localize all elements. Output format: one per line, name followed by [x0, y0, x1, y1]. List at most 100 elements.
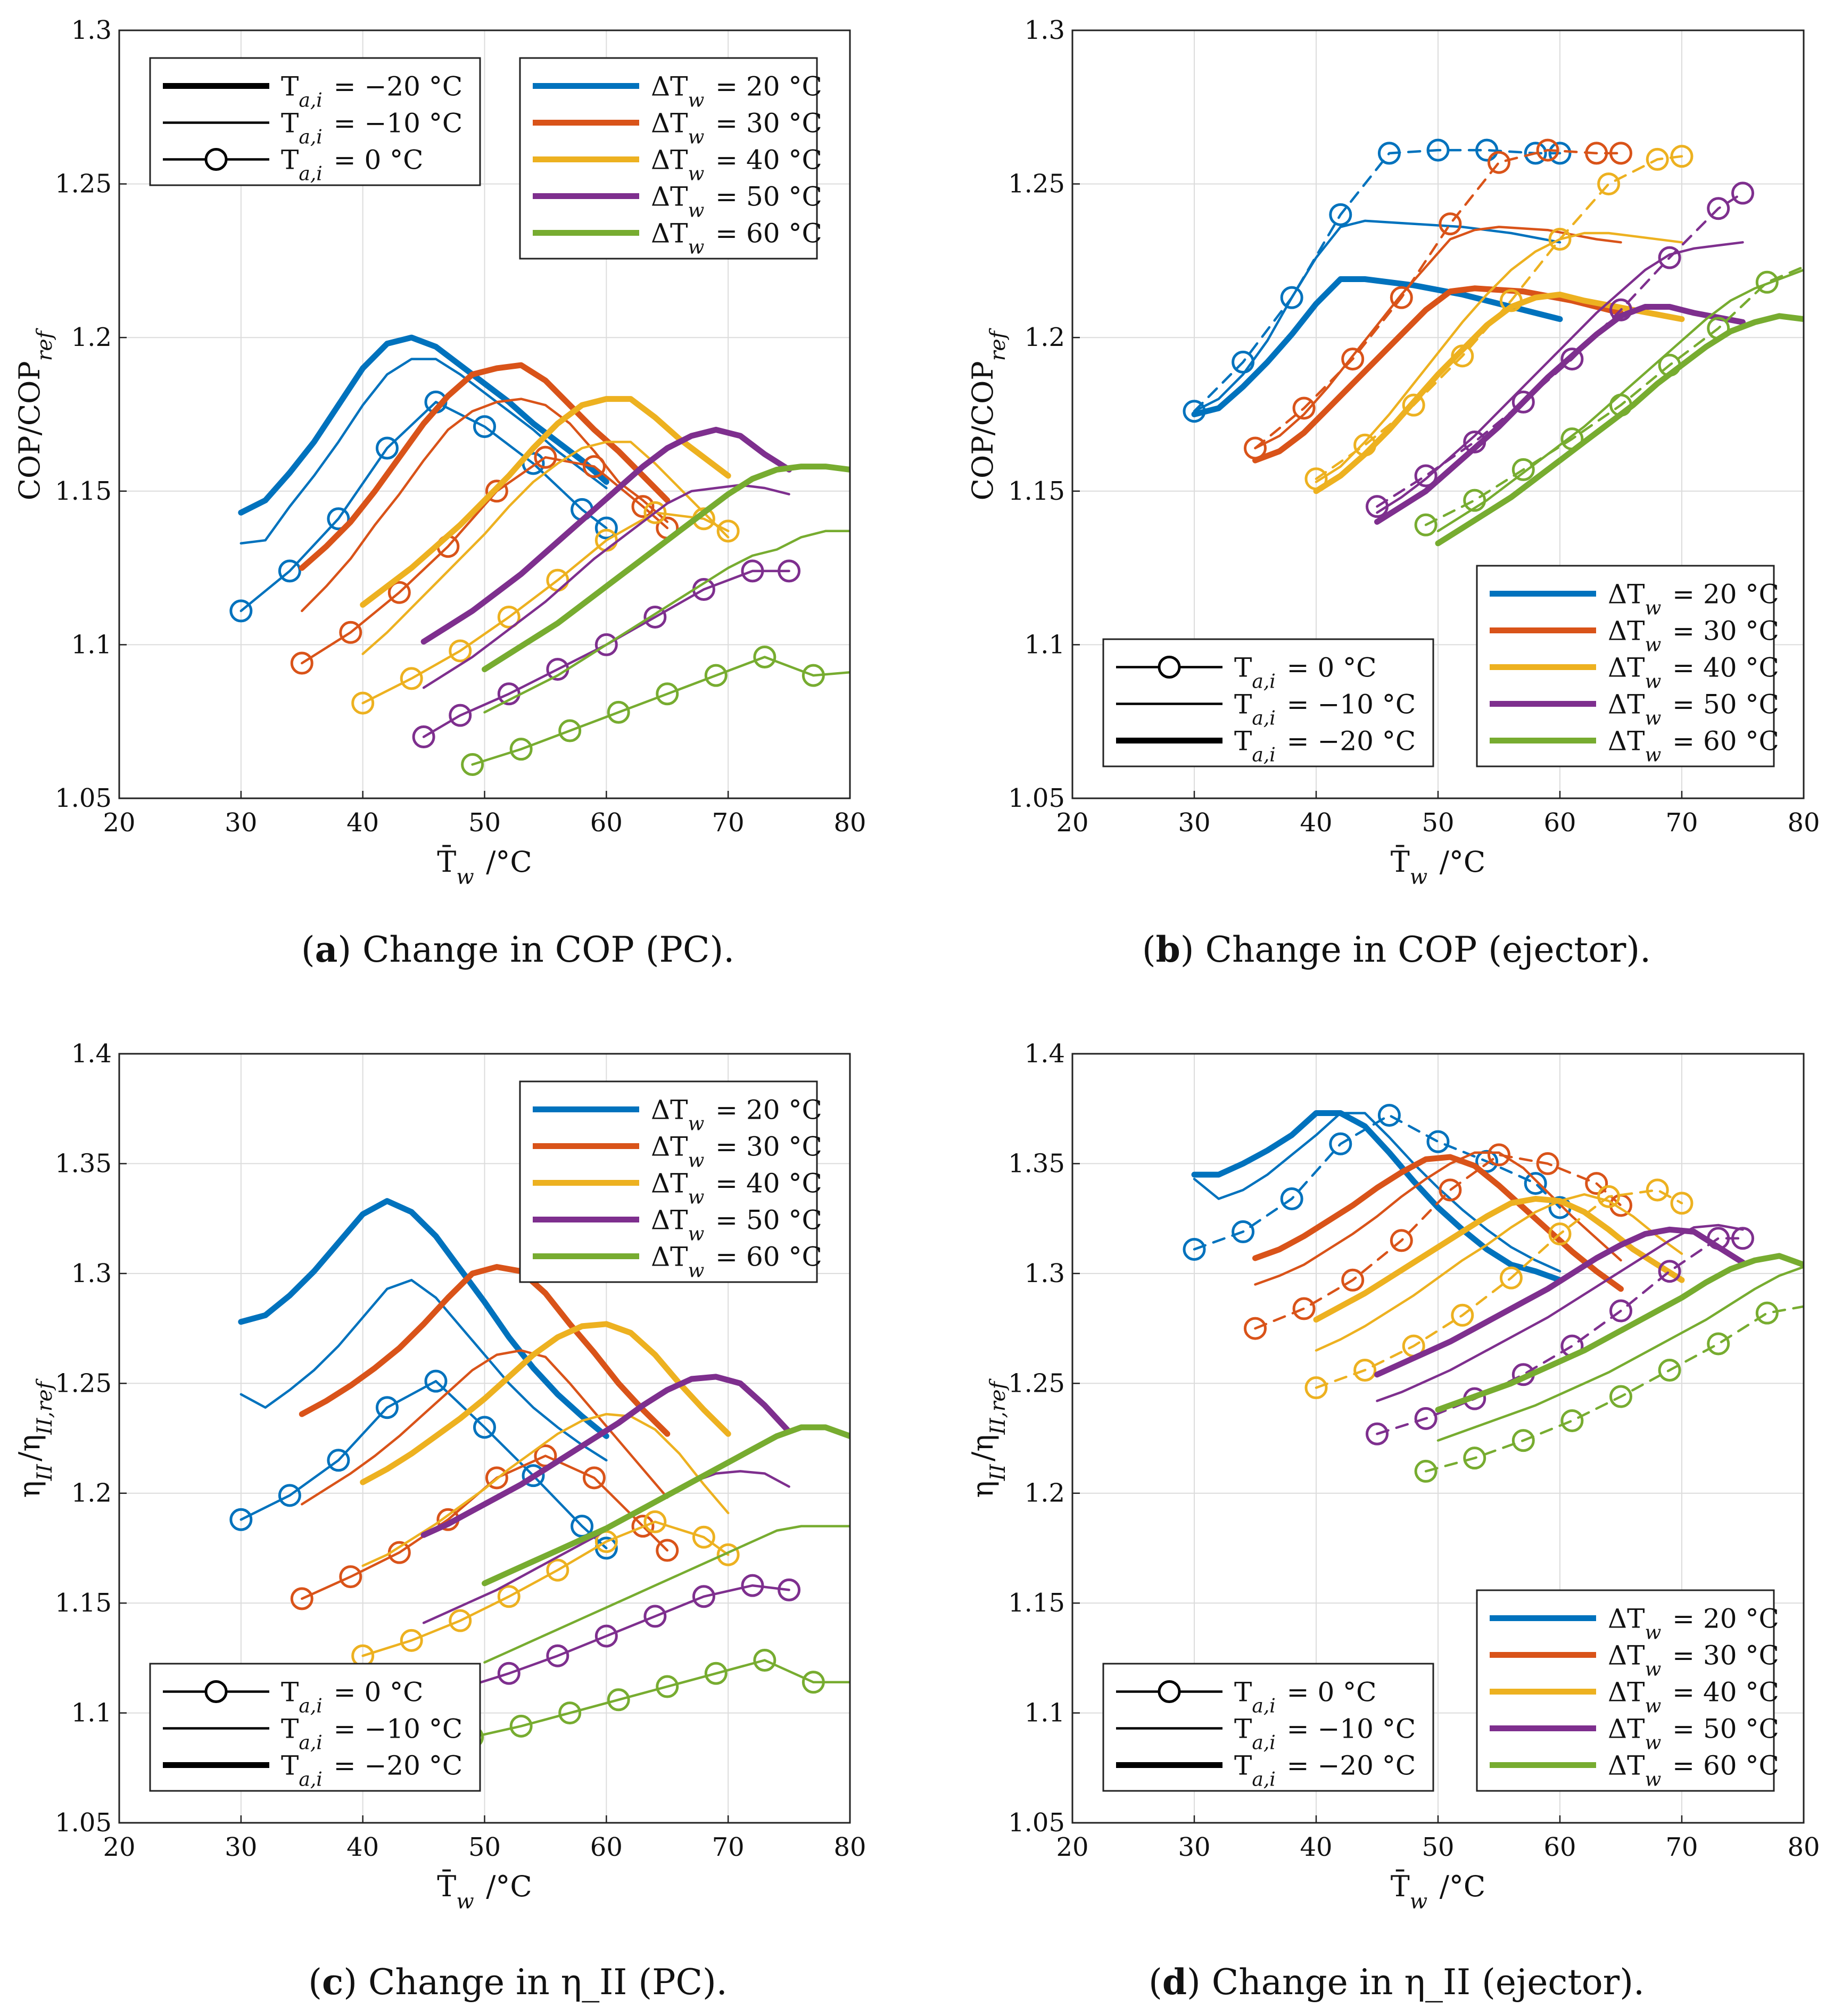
legend-label: Ta,i = −20 °C — [281, 1750, 462, 1791]
caption-a: (a) Change in COP (PC). — [301, 929, 735, 970]
legend-label: Ta,i = 0 °C — [281, 1677, 423, 1717]
series-line-b-5 — [1254, 148, 1622, 450]
x-tick-label: 80 — [833, 1832, 866, 1862]
data-point — [631, 1515, 655, 1538]
data-point — [643, 605, 667, 629]
x-tick-label: 60 — [1543, 808, 1576, 838]
data-point — [1597, 1185, 1621, 1208]
data-point — [1402, 393, 1425, 417]
series-line-a-9 — [420, 426, 792, 645]
data-point — [229, 1508, 253, 1531]
data-point — [656, 1675, 679, 1698]
x-tick-label: 40 — [1300, 808, 1332, 838]
legend-label: ΔTw = 20 °C — [1608, 579, 1779, 619]
x-tick-label: 70 — [712, 1832, 745, 1862]
legend-label: ΔTw = 40 °C — [651, 1168, 822, 1209]
legend-label: ΔTw = 20 °C — [651, 71, 822, 112]
legend-label: ΔTw = 30 °C — [651, 108, 822, 148]
y-tick-label: 1.05 — [55, 1808, 112, 1838]
y-tick-label: 1.15 — [55, 1588, 112, 1618]
series-line-d-1 — [1193, 1112, 1562, 1273]
legend-label: ΔTw = 50 °C — [1608, 689, 1779, 730]
data-point — [802, 1671, 825, 1694]
data-point — [1463, 489, 1486, 512]
data-point — [802, 664, 825, 687]
legend-label: Ta,i = 0 °C — [1234, 652, 1376, 693]
data-point — [327, 1449, 350, 1472]
data-point — [1426, 1130, 1450, 1153]
series-line-c-6 — [360, 1321, 731, 1485]
data-point — [449, 704, 472, 727]
legend-bottom-left: Ta,i = 0 °CTa,i = −10 °CTa,i = −20 °C — [1102, 1663, 1434, 1792]
data-point — [716, 519, 740, 543]
data-point — [1463, 1447, 1486, 1470]
data-point — [497, 605, 521, 629]
data-point — [1511, 390, 1535, 414]
y-axis-label: COP/COPref — [13, 328, 57, 501]
series-line-c-0 — [238, 1198, 609, 1439]
data-point — [1524, 142, 1547, 165]
series-layer — [1183, 1104, 1804, 1483]
data-point — [1585, 1172, 1608, 1195]
data-point — [631, 495, 655, 518]
data-point — [522, 1464, 545, 1488]
data-point — [1560, 427, 1584, 451]
y-tick-label: 1.25 — [1008, 1368, 1065, 1398]
data-point — [1414, 1407, 1438, 1430]
series-line-a-3 — [299, 362, 671, 571]
data-point — [509, 738, 533, 761]
y-tick-label: 1.25 — [55, 169, 112, 199]
data-point — [1560, 348, 1584, 371]
data-point — [412, 725, 435, 749]
chart-d: 20 30 40 50 60 70 80 1.05 1.1 1.15 1.2 1.25 1.3 1.35 1… — [966, 1039, 1820, 1914]
data-point — [716, 1543, 740, 1566]
series-line-d-6 — [1313, 1196, 1685, 1323]
series-line-d-13 — [1436, 1266, 1804, 1442]
data-point — [449, 1609, 472, 1632]
series-line-a-12 — [482, 464, 850, 673]
series-line-a-1 — [239, 358, 608, 545]
series-line-a-8 — [361, 511, 730, 705]
chart-b: 20 30 40 50 60 70 80 1.05 1.1 1.15 1.2 1.25 1.3 T̄w /… — [966, 15, 1820, 889]
y-tick-label: 1.3 — [1025, 1259, 1065, 1288]
legend-label: ΔTw = 50 °C — [651, 181, 822, 222]
axes-frame — [1071, 1053, 1805, 1824]
data-point — [741, 559, 764, 583]
series-line-c-13 — [483, 1525, 850, 1664]
data-point — [1511, 458, 1535, 481]
data-point — [1646, 1178, 1669, 1202]
data-point — [582, 1466, 606, 1490]
data-point — [1548, 1222, 1572, 1246]
data-point — [1463, 430, 1486, 453]
data-point — [1658, 246, 1681, 269]
x-axis-label: T̄w /°C — [437, 845, 532, 889]
data-point — [1707, 197, 1730, 220]
x-tick-label: 30 — [225, 1832, 257, 1862]
data-point — [1183, 400, 1206, 423]
y-tick-label: 1.2 — [71, 1478, 112, 1508]
series-layer — [229, 334, 850, 776]
y-tick-label: 1.1 — [1025, 1698, 1065, 1728]
y-tick-label: 1.2 — [1025, 323, 1065, 352]
y-tick-label: 1.2 — [71, 323, 112, 352]
data-point — [704, 1662, 728, 1685]
x-tick-label: 20 — [103, 1832, 135, 1862]
data-point — [1439, 212, 1462, 236]
x-tick-label: 80 — [1787, 808, 1820, 838]
x-tick-label: 30 — [1178, 808, 1210, 838]
x-tick-label: 80 — [1787, 1832, 1820, 1862]
data-point — [1183, 1237, 1206, 1261]
series-line-c-1 — [239, 1278, 608, 1462]
data-point — [1731, 181, 1754, 205]
data-point — [1609, 1299, 1632, 1323]
legend-label: ΔTw = 30 °C — [1608, 616, 1779, 656]
x-tick-label: 30 — [225, 808, 257, 838]
x-axis-label: T̄w /°C — [1391, 1869, 1486, 1913]
x-tick-label: 60 — [590, 1832, 623, 1862]
x-tick-label: 70 — [712, 808, 745, 838]
series-line-a-10 — [422, 484, 790, 689]
legend-marker — [204, 148, 228, 171]
